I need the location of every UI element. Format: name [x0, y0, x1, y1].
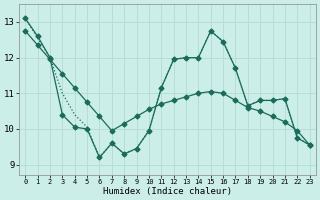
- X-axis label: Humidex (Indice chaleur): Humidex (Indice chaleur): [103, 187, 232, 196]
